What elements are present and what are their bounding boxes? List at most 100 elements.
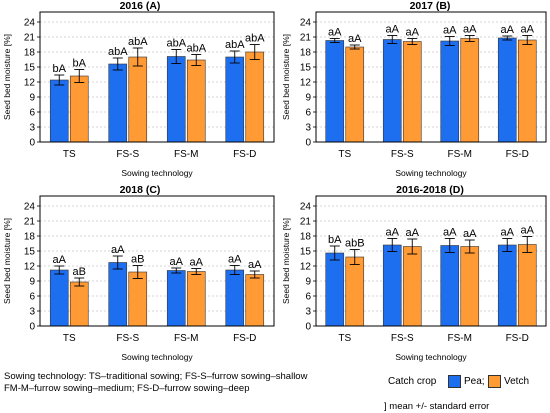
legend: Catch crop Pea; Vetch	[384, 372, 548, 394]
panel-1-xtick-label: TS	[63, 149, 76, 160]
panel-3-significance-label: aA	[53, 254, 67, 266]
panel-4-bar-vetch	[517, 244, 537, 327]
panel-1-bar-vetch	[245, 51, 265, 143]
panel-1-significance-label: abA	[108, 46, 128, 58]
panel-4-significance-label: aA	[501, 227, 515, 239]
panel-1-bar-pea	[49, 79, 69, 143]
panel-2-significance-label: aA	[386, 24, 400, 36]
panel-1-bar-vetch	[69, 75, 89, 143]
panel-4-significance-label: aA	[463, 228, 477, 240]
panel-4-bar-pea	[440, 245, 460, 327]
panel-1-ytick-label: 21	[24, 33, 36, 44]
panel-2-ytick-label: 21	[300, 33, 312, 44]
panel-1-bar-vetch	[128, 56, 148, 143]
panel-2-bar-pea	[382, 39, 402, 143]
panel-2-frame	[315, 11, 547, 143]
panel-4-bar-vetch	[460, 246, 480, 327]
panel-3-significance-label: aA	[228, 254, 242, 266]
panel-1-frame	[39, 11, 275, 143]
panel-3-ytick-label: 24	[24, 202, 36, 213]
panel-2-significance-label: aA	[501, 24, 515, 36]
panel-4-title: 2016-2018 (D)	[396, 184, 464, 196]
legend-swatch-vetch	[488, 375, 501, 388]
panel-3-ytick-label: 21	[24, 217, 36, 228]
panel-2-ytick-label: 12	[300, 78, 312, 89]
panel-3-ytick-label: 9	[29, 277, 35, 288]
panel-1-significance-label: abA	[128, 36, 148, 48]
panel-1-bar-vetch	[186, 59, 206, 143]
footnote-line-1: Sowing technology: TS–traditional sowing…	[4, 371, 308, 382]
panel-2-bar-pea	[440, 40, 460, 143]
panel-3-frame	[39, 195, 275, 327]
panel-1-significance-label: abA	[245, 33, 265, 45]
panel-2-significance-label: aA	[463, 24, 477, 36]
panel-2-ytick-label: 18	[300, 48, 312, 59]
panel-3-significance-label: aB	[73, 266, 86, 278]
legend-title: Catch crop	[388, 376, 437, 387]
panel-4-ytick-label: 24	[300, 202, 312, 213]
panel-1-significance-label: bA	[53, 63, 67, 75]
panel-3-xtick-label: TS	[63, 333, 76, 344]
panel-2-ytick-label: 6	[305, 108, 311, 119]
panel-1-significance-label: abA	[225, 39, 245, 51]
panel-4-significance-label: aA	[521, 225, 535, 237]
panel-4-xtick-label: TS	[338, 333, 351, 344]
panel-3-bar-vetch	[69, 281, 89, 327]
panel-3-bar-pea	[49, 269, 69, 327]
panel-3-ytick-label: 12	[24, 262, 36, 273]
panel-4-ytick-label: 3	[305, 307, 311, 318]
panel-3-xtick-label: FS-S	[116, 333, 139, 344]
panel-2-bar-pea	[325, 40, 345, 143]
panel-3-ylabel: Seed bed moisture [%]	[2, 218, 12, 304]
panel-4-frame	[315, 195, 547, 327]
panel-2-bar-vetch	[402, 41, 422, 143]
panel-1-bar-pea	[166, 56, 186, 143]
panel-3-bar-pea	[225, 269, 245, 327]
panel-4-significance-label: bA	[328, 234, 342, 246]
panel-3-bar-pea	[108, 262, 128, 327]
panel-3-bar-vetch	[186, 271, 206, 327]
error-bar-note: ] mean +/- standard error	[384, 401, 490, 412]
panel-2-ytick-label: 15	[300, 63, 312, 74]
panel-3-ytick-label: 3	[29, 307, 35, 318]
legend-swatch-pea	[448, 375, 461, 388]
panel-2-significance-label: aA	[521, 24, 535, 36]
panel-4-ytick-label: 15	[300, 247, 312, 258]
panel-1-ytick-label: 0	[29, 138, 35, 149]
panel-1-ytick-label: 9	[29, 93, 35, 104]
panel-1-bar-pea	[108, 63, 128, 143]
panel-2-ytick-label: 9	[305, 93, 311, 104]
panel-3-ytick-label: 15	[24, 247, 36, 258]
panel-1-ytick-label: 6	[29, 108, 35, 119]
panel-2-significance-label: aA	[348, 33, 362, 45]
panel-4-ytick-label: 9	[305, 277, 311, 288]
panel-3-significance-label: aB	[131, 254, 144, 266]
panel-3-xtick-label: FS-M	[174, 333, 198, 344]
panel-4-bar-vetch	[402, 246, 422, 327]
panel-1-bar-pea	[225, 56, 245, 143]
panel-1-ytick-label: 3	[29, 123, 35, 134]
panel-1-xtick-label: FS-M	[174, 149, 198, 160]
panel-1-xlabel: Sowing technology	[121, 168, 193, 178]
panel-4-significance-label: abB	[345, 238, 365, 250]
panel-2-ytick-label: 3	[305, 123, 311, 134]
panel-1-ylabel: Seed bed moisture [%]	[2, 34, 12, 120]
panel-2-ylabel: Seed bed moisture [%]	[281, 34, 291, 120]
panel-1-title: 2016 (A)	[120, 0, 161, 12]
panel-4-ytick-label: 21	[300, 217, 312, 228]
panel-2-xtick-label: FS-D	[506, 149, 529, 160]
panel-3-significance-label: aA	[111, 244, 125, 256]
panel-1-significance-label: abA	[166, 38, 186, 50]
panel-3-significance-label: aA	[248, 259, 262, 271]
panel-3-xlabel: Sowing technology	[121, 352, 193, 362]
panel-1-xtick-label: FS-D	[233, 149, 256, 160]
panel-2-bar-vetch	[345, 46, 365, 143]
panel-3-bar-vetch	[128, 271, 148, 327]
panel-4-significance-label: aA	[406, 227, 420, 239]
panel-3-bar-pea	[166, 270, 186, 327]
panel-1-ytick-label: 12	[24, 78, 36, 89]
panel-4-ytick-label: 18	[300, 232, 312, 243]
panel-1-ytick-label: 18	[24, 48, 36, 59]
panel-2-title: 2017 (B)	[410, 0, 451, 12]
